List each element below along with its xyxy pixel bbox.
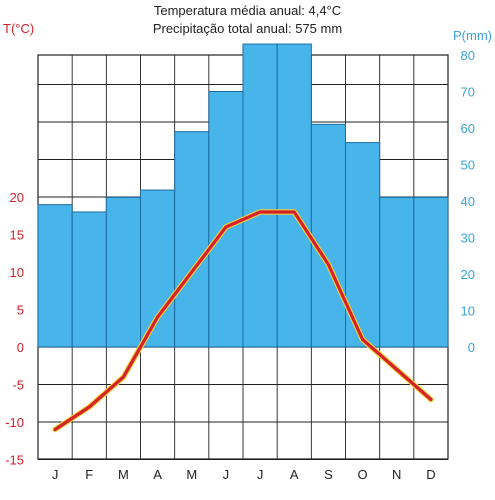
precip-bar-12: [413, 196, 449, 348]
precip-bar-5: [174, 131, 210, 348]
month-label: M: [118, 467, 129, 482]
right-tick-label: 20: [461, 267, 475, 282]
left-tick-label: 20: [10, 190, 24, 205]
left-tick-label: -15: [5, 453, 24, 468]
precip-bar-3: [105, 196, 142, 348]
left-tick-label: 10: [10, 265, 24, 280]
precip-bar-7: [242, 43, 278, 348]
precip-bar-11: [379, 196, 415, 348]
month-label: J: [257, 467, 264, 482]
chart-title-line-1: Temperatura média anual: 4,4°C: [153, 3, 342, 18]
right-tick-label: 70: [461, 85, 475, 100]
month-label: N: [392, 467, 401, 482]
month-label: D: [426, 467, 435, 482]
right-tick-label: 80: [461, 48, 475, 63]
precip-bar-9: [310, 123, 347, 348]
month-label: J: [52, 467, 59, 482]
left-tick-label: 5: [17, 303, 24, 318]
precip-bar-4: [140, 189, 176, 348]
precip-bar-2: [71, 211, 107, 348]
left-axis-title: T(°C): [3, 21, 34, 36]
left-tick-label: -5: [12, 378, 24, 393]
right-axis-title: P(mm): [453, 28, 492, 43]
right-tick-label: 40: [461, 194, 475, 209]
left-tick-label: 0: [17, 340, 24, 355]
month-label: M: [186, 467, 197, 482]
month-label: O: [358, 467, 368, 482]
right-tick-label: 0: [468, 340, 475, 355]
right-tick-label: 30: [461, 231, 475, 246]
left-tick-label: 15: [10, 228, 24, 243]
month-label: J: [223, 467, 230, 482]
month-label: A: [290, 467, 299, 482]
left-tick-label: -10: [5, 415, 24, 430]
month-label: A: [153, 467, 162, 482]
right-tick-label: 50: [461, 158, 475, 173]
precip-bar-8: [276, 43, 312, 348]
precip-bar-1: [37, 204, 73, 348]
right-tick-label: 10: [461, 304, 475, 319]
chart-title-line-2: Precipitação total anual: 575 mm: [152, 21, 343, 36]
temperature-line: [53, 210, 433, 432]
month-label: F: [85, 467, 93, 482]
month-label: S: [324, 467, 333, 482]
right-tick-label: 60: [461, 121, 475, 136]
